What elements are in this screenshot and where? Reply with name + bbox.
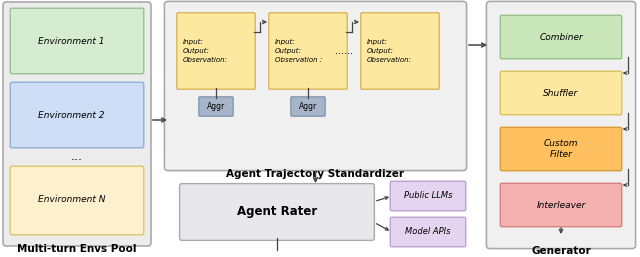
Text: Input:
Output:
Observation:: Input: Output: Observation: (183, 39, 228, 63)
FancyBboxPatch shape (180, 183, 374, 240)
FancyBboxPatch shape (500, 15, 622, 59)
Text: Generator: Generator (531, 246, 591, 256)
Text: Shuffler: Shuffler (543, 88, 579, 97)
Text: Model APIs: Model APIs (405, 227, 451, 236)
FancyBboxPatch shape (500, 71, 622, 115)
Text: Combiner: Combiner (539, 32, 583, 41)
Text: ...: ... (71, 151, 83, 163)
FancyBboxPatch shape (199, 97, 233, 116)
FancyBboxPatch shape (3, 2, 151, 246)
Text: Input:
Output:
Observation :: Input: Output: Observation : (275, 39, 323, 63)
FancyBboxPatch shape (390, 181, 466, 211)
Text: Agent Rater: Agent Rater (237, 206, 317, 218)
Text: Interleaver: Interleaver (536, 200, 586, 209)
Text: Aggr: Aggr (207, 102, 225, 111)
FancyBboxPatch shape (390, 217, 466, 247)
FancyBboxPatch shape (269, 13, 348, 89)
Text: Aggr: Aggr (299, 102, 317, 111)
FancyBboxPatch shape (10, 166, 144, 235)
Text: Environment 2: Environment 2 (38, 111, 104, 120)
Text: Public LLMs: Public LLMs (404, 191, 452, 200)
Text: Input:
Output:
Observation:: Input: Output: Observation: (367, 39, 412, 63)
FancyBboxPatch shape (361, 13, 439, 89)
FancyBboxPatch shape (164, 1, 467, 171)
FancyBboxPatch shape (291, 97, 325, 116)
Text: Environment N: Environment N (38, 196, 106, 205)
FancyBboxPatch shape (486, 1, 636, 249)
FancyBboxPatch shape (177, 13, 255, 89)
FancyBboxPatch shape (10, 8, 144, 74)
Text: ......: ...... (335, 46, 353, 56)
FancyBboxPatch shape (10, 82, 144, 148)
FancyBboxPatch shape (500, 127, 622, 171)
Text: Agent Trajectory Standardizer: Agent Trajectory Standardizer (226, 169, 404, 179)
Text: Environment 1: Environment 1 (38, 36, 104, 45)
Text: Multi-turn Envs Pool: Multi-turn Envs Pool (17, 244, 137, 254)
FancyBboxPatch shape (500, 183, 622, 227)
Text: Custom
Filter: Custom Filter (544, 139, 579, 159)
